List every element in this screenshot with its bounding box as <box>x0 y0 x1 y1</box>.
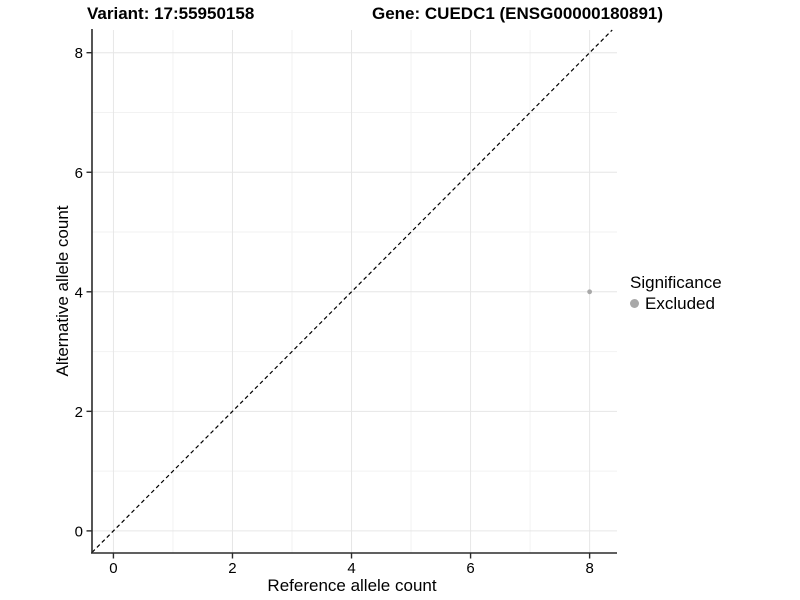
legend: Significance Excluded <box>630 273 722 313</box>
y-tick-label: 4 <box>75 284 83 301</box>
legend-title: Significance <box>630 273 722 292</box>
y-tick-label: 0 <box>75 523 83 540</box>
identity-line <box>91 29 613 553</box>
y-axis-title: Alternative allele count <box>53 205 72 377</box>
variant-title: Variant: 17:55950158 <box>87 4 255 23</box>
x-tick-label: 0 <box>109 560 117 577</box>
x-tick-label: 6 <box>466 560 474 577</box>
legend-item: Excluded <box>630 294 722 313</box>
gene-title: Gene: CUEDC1 (ENSG00000180891) <box>372 4 664 23</box>
legend-point-icon <box>630 299 639 308</box>
x-tick-label: 8 <box>585 560 593 577</box>
y-tick-label: 8 <box>75 45 83 62</box>
y-tick-label: 6 <box>75 165 83 182</box>
x-tick-label: 4 <box>347 560 355 577</box>
x-tick-label: 2 <box>228 560 236 577</box>
legend-item-label: Excluded <box>645 294 715 313</box>
data-point <box>587 289 593 295</box>
y-tick-label: 2 <box>75 404 83 421</box>
x-axis-title: Reference allele count <box>267 576 437 595</box>
